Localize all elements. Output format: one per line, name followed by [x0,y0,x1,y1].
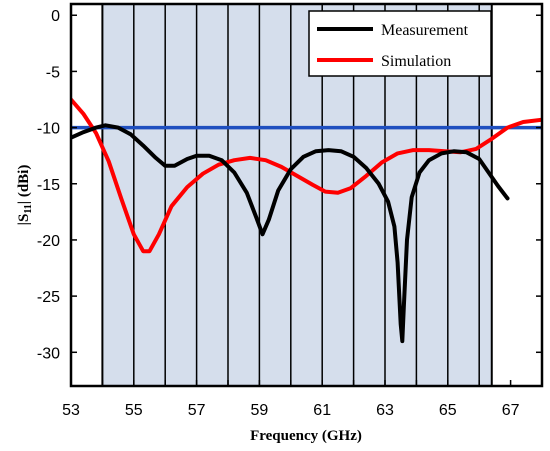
x-tick-label: 67 [502,402,520,419]
x-tick-label: 63 [376,402,394,419]
x-tick-label: 65 [439,402,457,419]
y-tick-label: -20 [37,233,60,250]
y-axis-title-part-2: | (dBi) [16,165,32,205]
tick-layer: 53 55 57 59 61 63 65 67 0 -5 -10 -15 -20 -25 -30 [37,8,542,419]
x-tick-label: 61 [313,402,331,419]
y-tick-label: -25 [37,289,60,306]
y-tick-label: -10 [37,121,60,138]
y-tick-label: -15 [37,177,60,194]
series-line-measurement [71,123,510,344]
y-axis-title: |S11| (dBi) [16,165,34,226]
legend-box [308,10,492,77]
y-tick-label: 0 [51,8,60,25]
x-tick-label: 59 [251,402,269,419]
legend-label-simulation: Simulation [381,53,451,70]
y-axis-title-part-1: |S [16,214,32,226]
x-tick-label: 53 [62,402,80,419]
y-tick-label: -30 [37,345,60,362]
x-tick-label: 55 [125,402,143,419]
x-tick-label: 57 [188,402,206,419]
legend-label-measurement: Measurement [381,22,469,39]
plot-frame [69,2,544,388]
y-tick-label: -5 [46,64,60,81]
x-axis-title: Frequency (GHz) [250,428,362,444]
legend: Measurement Simulation [308,10,492,77]
series-layer [71,97,542,344]
y-axis-title-subscript: 11 [23,204,34,213]
